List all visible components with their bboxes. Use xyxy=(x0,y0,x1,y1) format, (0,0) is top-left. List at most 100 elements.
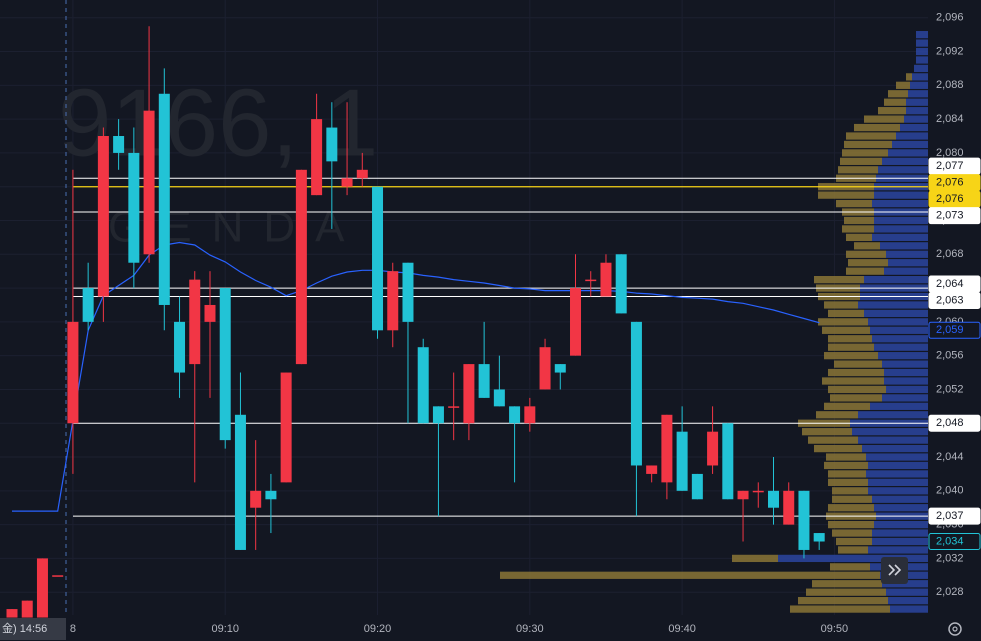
profile-down xyxy=(884,368,928,377)
profile-down xyxy=(864,275,928,284)
profile-down xyxy=(874,504,928,512)
profile-down xyxy=(874,216,928,225)
profile-down xyxy=(914,64,928,73)
profile-down xyxy=(912,73,928,81)
profile-down xyxy=(888,149,928,157)
candle-body xyxy=(250,490,262,508)
profile-down xyxy=(908,90,928,98)
profile-down xyxy=(874,343,928,351)
settings-icon[interactable] xyxy=(948,622,962,636)
profile-up xyxy=(846,250,886,258)
profile-down xyxy=(866,470,928,478)
scroll-button[interactable] xyxy=(881,557,908,584)
profile-up xyxy=(846,267,884,275)
level-label: 2,073 xyxy=(936,210,964,222)
candle-body xyxy=(174,321,186,373)
profile-up xyxy=(812,580,882,588)
profile-down xyxy=(868,478,928,486)
profile-down xyxy=(874,520,928,529)
candle-body xyxy=(448,406,460,408)
profile-down xyxy=(884,267,928,275)
profile-up xyxy=(824,352,878,360)
candle-body xyxy=(630,321,642,466)
profile-up xyxy=(826,453,866,461)
candle-body xyxy=(204,304,216,322)
profile-up xyxy=(828,368,884,377)
y-tick-label: 2,092 xyxy=(936,45,964,57)
candle-body xyxy=(509,406,521,424)
profile-up xyxy=(822,377,884,385)
level-label: 2,076 xyxy=(936,177,964,189)
candles xyxy=(6,26,825,618)
candle-body xyxy=(691,473,703,500)
profile-down xyxy=(906,107,928,115)
profile-down xyxy=(882,157,928,165)
candle-body xyxy=(97,136,109,297)
profile-up xyxy=(828,343,874,351)
profile-up xyxy=(832,495,872,503)
profile-down xyxy=(880,242,928,250)
profile-up xyxy=(828,504,874,512)
candle-body xyxy=(372,186,384,331)
level-labels: 2,077 2,076 2,076 2,073 2,064 2,063 2,059 2,048… xyxy=(928,157,981,551)
profile-down xyxy=(862,444,928,453)
profile-down xyxy=(870,326,928,334)
settings-button[interactable] xyxy=(948,622,962,636)
profile-up xyxy=(824,402,870,410)
candle-body xyxy=(707,431,719,466)
level-label: 2,037 xyxy=(936,510,964,522)
profile-up xyxy=(906,73,912,81)
level-lines xyxy=(73,177,928,517)
profile-down xyxy=(886,385,928,394)
profile-up xyxy=(836,537,872,546)
x-tick-label: 09:20 xyxy=(364,623,392,635)
profile-up xyxy=(814,275,864,284)
candle-body xyxy=(52,575,64,577)
profile-up xyxy=(824,301,858,309)
profile-down xyxy=(882,394,928,402)
level-label: 2,048 xyxy=(936,417,964,429)
profile-down xyxy=(878,166,928,174)
candle-body xyxy=(113,136,125,153)
profile-down xyxy=(868,461,928,470)
profile-down xyxy=(896,132,928,140)
profile-down xyxy=(888,259,928,267)
y-tick-label: 2,068 xyxy=(936,248,964,260)
y-tick-label: 2,052 xyxy=(936,383,964,395)
candle-body xyxy=(21,600,33,618)
profile-up xyxy=(822,326,870,334)
profile-up xyxy=(854,123,900,132)
profile-down xyxy=(868,546,928,554)
profile-down xyxy=(858,436,928,444)
y-tick-label: 2,080 xyxy=(936,147,964,159)
profile-up xyxy=(896,81,910,89)
profile-up xyxy=(842,225,874,233)
settings-icon-center xyxy=(952,626,958,632)
profile-up xyxy=(500,571,880,579)
candle-body xyxy=(676,431,688,491)
candle-body xyxy=(768,490,779,508)
profile-down xyxy=(916,39,928,47)
candle-body xyxy=(493,389,505,407)
candle-body xyxy=(67,321,79,424)
y-tick-label: 2,044 xyxy=(936,451,964,463)
profile-down xyxy=(910,81,928,89)
candle-body xyxy=(585,279,597,282)
candle-body xyxy=(402,262,414,322)
profile-down xyxy=(906,98,928,106)
candle-body xyxy=(295,169,307,365)
profile-up xyxy=(818,318,868,326)
profile-up xyxy=(846,132,896,140)
profile-up xyxy=(806,588,886,596)
level-label: 2,076 xyxy=(936,193,964,205)
profile-down xyxy=(866,453,928,461)
candle-body xyxy=(798,490,810,550)
profile-down xyxy=(916,31,928,39)
candle-body xyxy=(6,609,18,618)
profile-down xyxy=(904,115,928,123)
level-label-bg xyxy=(928,207,981,225)
candle-body xyxy=(646,465,658,474)
candle-body xyxy=(234,414,246,550)
profile-up xyxy=(828,520,874,529)
level-label: 2,077 xyxy=(936,160,964,172)
